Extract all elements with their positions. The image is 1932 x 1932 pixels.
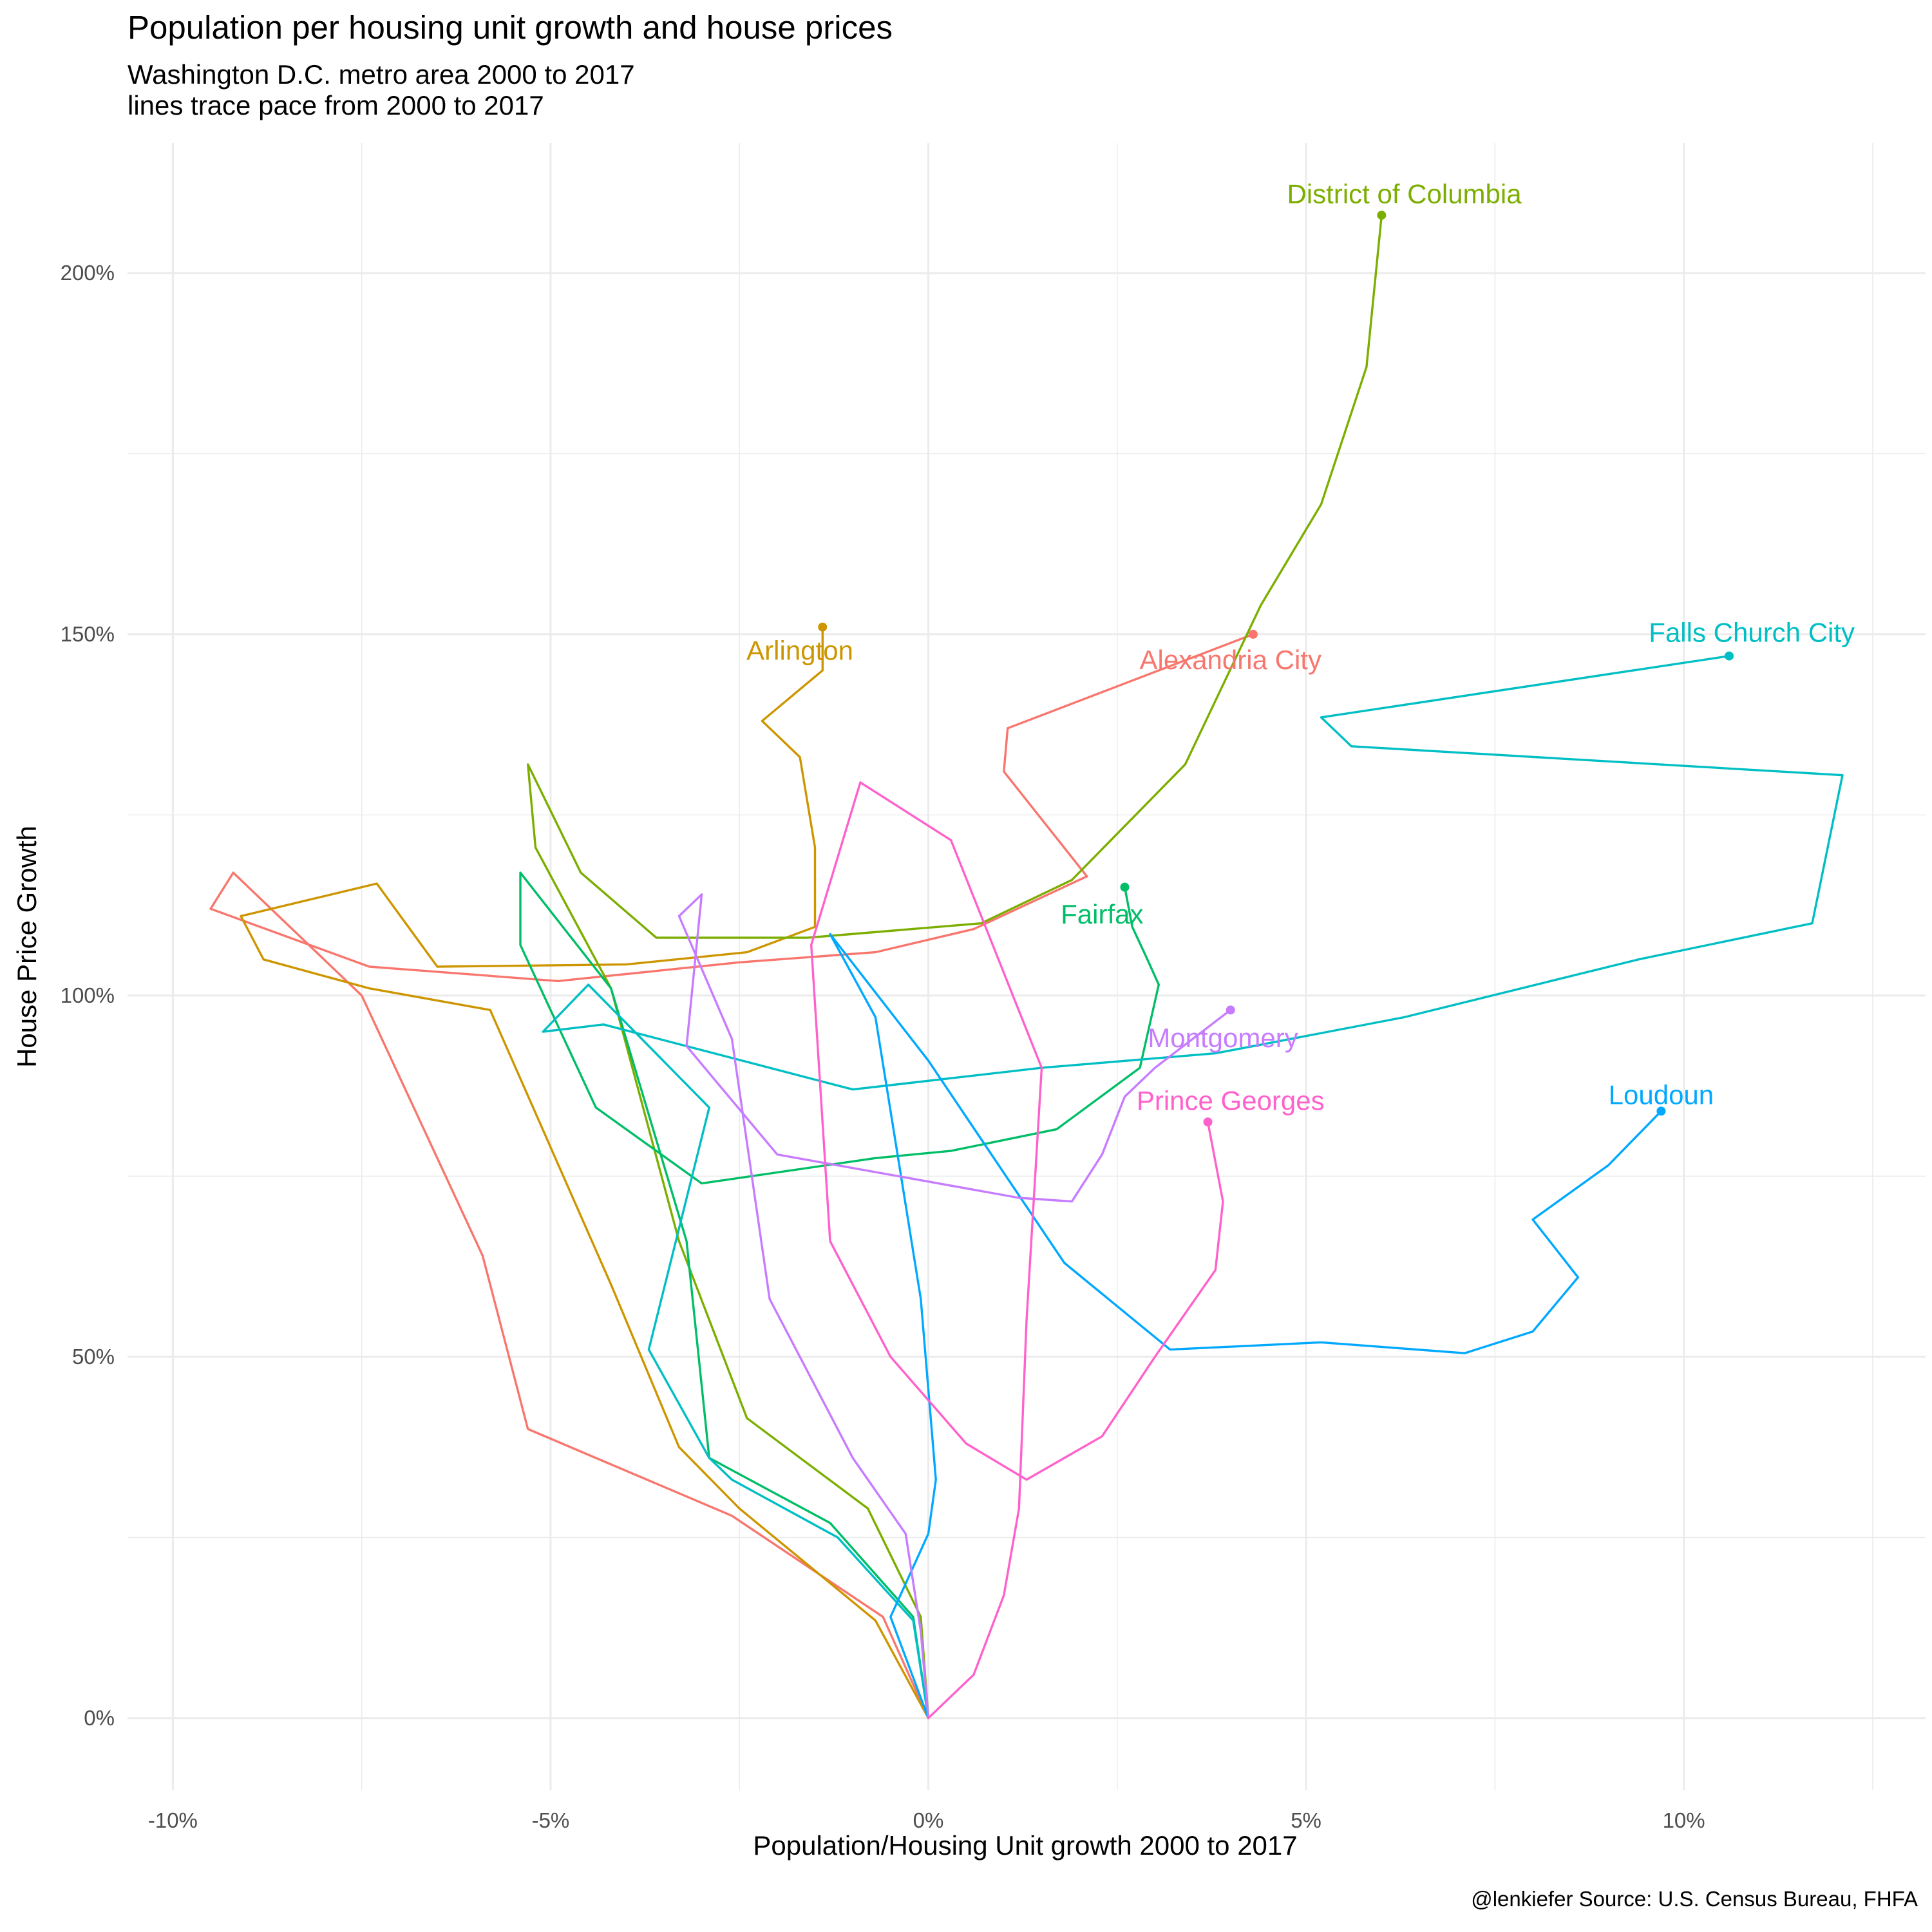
series-line-falls-church-city [542, 654, 1844, 1719]
series-endpoint-arlington [818, 622, 828, 632]
series-label-alexandria-city: Alexandria City [1140, 645, 1321, 675]
series-endpoint-district-of-columbia [1377, 211, 1387, 220]
series-label-prince-georges: Prince Georges [1137, 1086, 1325, 1116]
series-endpoint-fairfax [1120, 882, 1130, 892]
x-axis-ticks: -10% -5% 0% 5% 10% [148, 1808, 1705, 1832]
y-axis-ticks: 0% 50% 100% 150% 200% [61, 261, 115, 1730]
y-tick-label: 50% [72, 1345, 115, 1368]
series-label-fairfax: Fairfax [1061, 899, 1143, 929]
x-tick-label: 0% [913, 1808, 944, 1832]
chart-subtitle-line-2: lines trace pace from 2000 to 2017 [128, 90, 544, 120]
x-tick-label: -10% [148, 1808, 198, 1832]
series-line-prince-georges [810, 781, 1224, 1719]
series-label-loudoun: Loudoun [1609, 1080, 1714, 1110]
x-axis-title: Population/Housing Unit growth 2000 to 2… [753, 1830, 1297, 1861]
series-label-montgomery: Montgomery [1148, 1023, 1298, 1053]
series-labels: Alexandria City Arlington District of Colu… [746, 179, 1855, 1116]
series-endpoint-alexandria-city [1248, 629, 1258, 639]
series-line-alexandria-city [209, 633, 1255, 1719]
y-tick-label: 200% [61, 261, 115, 285]
series-endpoint-loudoun [1656, 1106, 1666, 1116]
series-line-montgomery [677, 893, 1232, 1719]
y-tick-label: 100% [61, 983, 115, 1007]
series-endpoint-montgomery [1226, 1005, 1235, 1015]
series-line-fairfax [519, 871, 1160, 1719]
chart-title: Population per housing unit growth and h… [128, 9, 893, 46]
caption: @lenkiefer Source: U.S. Census Bureau, F… [1471, 1887, 1918, 1911]
series-line-district-of-columbia [527, 214, 1383, 1719]
x-tick-label: 10% [1663, 1808, 1705, 1832]
y-tick-label: 0% [84, 1706, 115, 1730]
series-lines [209, 211, 1844, 1719]
y-tick-label: 150% [61, 622, 115, 646]
series-label-arlington: Arlington [746, 636, 853, 666]
series-endpoint-falls-church-city [1724, 651, 1734, 661]
x-tick-label: -5% [532, 1808, 570, 1832]
series-endpoint-prince-georges [1203, 1117, 1213, 1127]
series-label-district-of-columbia: District of Columbia [1287, 179, 1522, 209]
chart-subtitle-line-1: Washington D.C. metro area 2000 to 2017 [128, 59, 635, 90]
series-line-loudoun [829, 933, 1663, 1719]
series-label-falls-church-city: Falls Church City [1649, 618, 1855, 648]
x-tick-label: 5% [1291, 1808, 1321, 1832]
series-line-arlington [240, 626, 930, 1719]
y-axis-title: House Price Growth [12, 826, 42, 1068]
grid [128, 143, 1926, 1790]
